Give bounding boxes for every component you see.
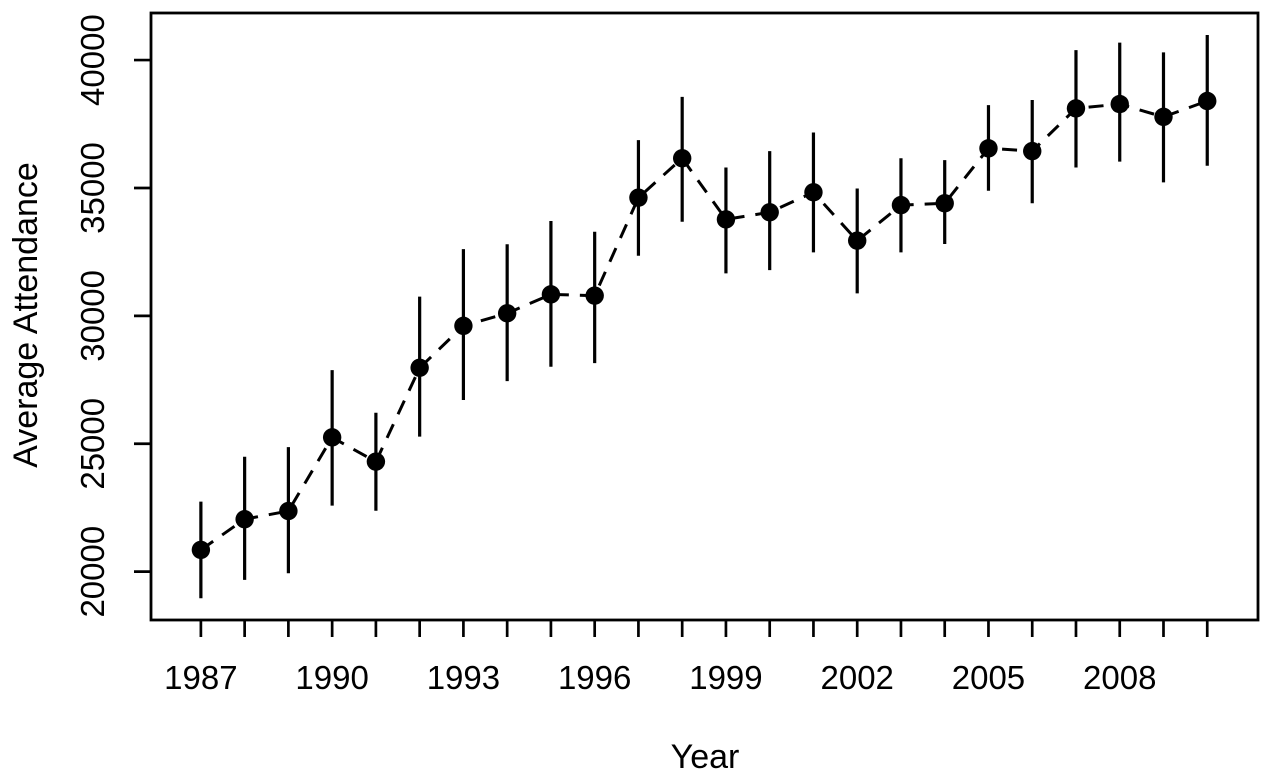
data-point [454,316,473,336]
data-point [541,285,561,304]
data-point [716,210,736,229]
y-axis-title: Average Attendance [7,162,45,468]
x-tick-label: 1987 [164,659,237,696]
plot-border [149,11,1260,622]
y-tick-label: 20000 [74,526,111,618]
x-tick-label: 1990 [295,659,368,696]
x-tick-label: 1999 [689,659,762,696]
y-tick-label: 35000 [74,142,111,234]
x-tick-label: 1996 [558,659,631,696]
data-point [1110,94,1129,114]
data-point [935,194,954,213]
y-tick-label: 40000 [74,14,111,106]
x-tick-label: 2005 [952,659,1025,696]
data-point [848,231,867,250]
data-point [410,358,429,377]
data-point [235,510,254,529]
data-point [366,452,386,471]
data-point [279,501,298,521]
data-point [891,195,911,215]
data-point [585,286,604,305]
x-tick-label: 1993 [427,659,500,696]
data-point [979,139,998,158]
data-point [629,188,648,207]
data-point [497,304,517,323]
data-point [1066,99,1086,118]
x-tick-label: 2002 [820,659,893,696]
y-tick-label: 30000 [74,270,111,362]
data-point [322,428,342,447]
data-point [1023,141,1042,161]
data-point [804,183,823,202]
x-axis-title: Year [671,738,740,776]
data-point [1154,107,1173,127]
data-point [191,540,211,560]
data-point [760,203,779,222]
data-point [1198,91,1217,111]
trend-line [200,99,1208,552]
y-tick-label: 25000 [74,398,111,490]
x-tick-label: 2008 [1083,659,1156,696]
data-point [672,149,692,168]
